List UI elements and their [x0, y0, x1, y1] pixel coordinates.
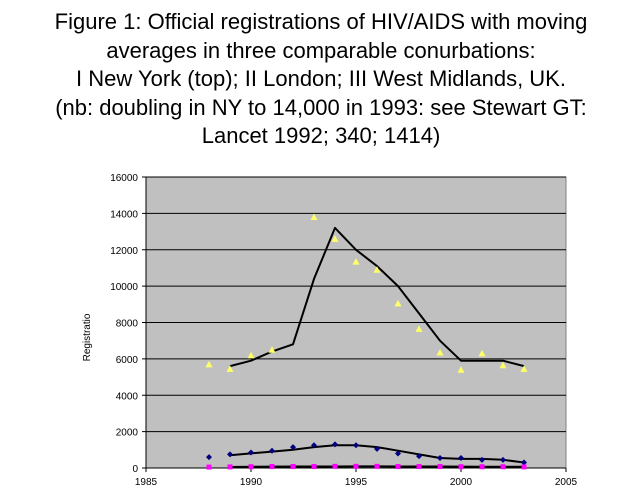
data-point-series-1	[520, 365, 528, 372]
data-point-series-2	[416, 453, 422, 460]
chart-title-line-2: averages in three comparable conurbation…	[106, 37, 536, 63]
chart-title-line-1: Figure 1: Official registrations of HIV/…	[54, 9, 588, 34]
data-point-series-2	[311, 442, 317, 449]
data-point-series-2	[332, 441, 338, 448]
x-tick-label: 1995	[345, 477, 368, 488]
data-point-series-3	[206, 464, 212, 470]
data-point-series-1	[352, 258, 360, 265]
data-point-series-1	[205, 360, 213, 368]
y-tick-label: 0	[132, 464, 138, 475]
data-point-series-3	[353, 463, 359, 469]
chart-title: Figure 1: Official registrations of HIV/…	[0, 8, 642, 151]
x-tick-label: 2000	[450, 477, 473, 488]
data-point-series-2	[458, 454, 464, 461]
data-point-series-2	[269, 447, 275, 454]
chart-title-line-4: (nb: doubling in NY to 14,000 in 1993: s…	[55, 94, 587, 120]
chart-title-line-5: Lancet 1992; 340; 1414)	[201, 123, 441, 148]
x-tick-label: 1990	[240, 477, 263, 488]
y-tick-label: 2000	[116, 428, 139, 439]
data-point-series-3	[500, 464, 506, 470]
data-point-series-3	[332, 463, 338, 469]
data-point-series-2	[479, 456, 485, 463]
y-tick-label: 4000	[116, 391, 139, 402]
data-point-series-2	[500, 456, 506, 463]
y-axis-label: Registratio	[82, 313, 93, 361]
data-point-series-2	[395, 450, 401, 457]
data-point-series-1	[310, 213, 318, 221]
data-point-series-3	[437, 464, 443, 470]
data-point-series-2	[290, 444, 296, 451]
data-point-series-1	[436, 349, 444, 356]
data-point-series-3	[458, 464, 464, 470]
data-point-series-2	[437, 454, 443, 461]
y-tick-label: 6000	[116, 355, 139, 366]
data-point-series-1	[415, 325, 423, 332]
y-tick-label: 12000	[110, 246, 138, 257]
data-point-series-1	[331, 235, 339, 242]
chart-title-line-3: I New York (top); II London; III West Mi…	[76, 66, 566, 91]
data-point-series-3	[374, 463, 380, 469]
data-point-series-3	[395, 464, 401, 470]
data-point-series-2	[353, 442, 359, 449]
data-point-series-3	[290, 464, 296, 470]
data-point-series-3	[479, 464, 485, 470]
data-point-series-3	[248, 464, 254, 470]
data-point-series-3	[311, 464, 317, 470]
data-point-series-2	[206, 454, 212, 461]
data-point-series-1	[247, 351, 255, 359]
y-tick-label: 16000	[110, 173, 138, 184]
x-tick-label: 1985	[135, 477, 158, 488]
data-point-series-3	[521, 464, 527, 470]
data-point-series-1	[478, 349, 486, 357]
x-tick-label: 2005	[555, 477, 578, 488]
data-point-series-1	[457, 366, 465, 373]
data-point-series-2	[521, 459, 527, 466]
data-point-series-2	[248, 449, 254, 456]
data-point-series-3	[416, 464, 422, 470]
data-point-series-1	[499, 361, 507, 369]
moving-average-line-1	[229, 226, 525, 368]
data-point-series-1	[394, 299, 402, 307]
data-point-series-1	[268, 346, 276, 353]
y-tick-label: 8000	[116, 319, 139, 330]
y-tick-label: 10000	[110, 282, 138, 293]
y-tick-label: 14000	[110, 209, 138, 220]
data-point-series-1	[373, 266, 381, 273]
data-point-series-1	[226, 365, 234, 372]
data-point-series-3	[269, 464, 275, 470]
data-point-series-2	[227, 451, 233, 458]
data-point-series-3	[227, 464, 233, 470]
data-point-series-2	[374, 445, 380, 452]
